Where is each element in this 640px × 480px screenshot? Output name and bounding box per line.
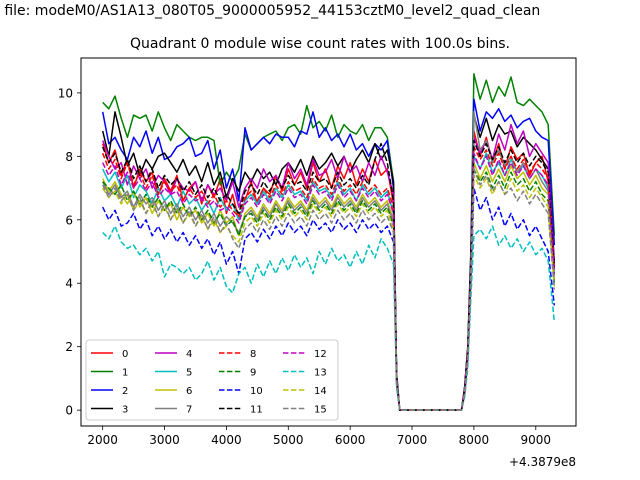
x-tick-label: 4000 <box>211 433 242 447</box>
legend-label-8: 8 <box>250 349 256 360</box>
legend-label-9: 9 <box>250 368 256 379</box>
series-line-7 <box>102 111 556 411</box>
y-axis: 0 2 4 6 8 10 <box>58 86 81 418</box>
chart-title: Quadrant 0 module wise count rates with … <box>130 36 510 52</box>
y-tick-label: 8 <box>65 150 73 164</box>
legend-label-6: 6 <box>186 386 192 397</box>
figure-suptitle: n file: modeM0/AS1A13_080T05_9000005952_… <box>0 3 541 19</box>
series-lines <box>101 73 556 411</box>
legend-label-2: 2 <box>122 386 128 397</box>
legend-label-12: 12 <box>314 349 327 360</box>
series-line-8 <box>102 146 556 411</box>
series-line-1 <box>102 73 556 411</box>
series-line-10 <box>102 187 556 411</box>
series-line-11 <box>101 139 556 411</box>
y-tick-label: 4 <box>65 277 73 291</box>
legend-label-14: 14 <box>314 386 327 397</box>
legend-label-13: 13 <box>314 368 327 379</box>
legend-label-10: 10 <box>250 386 263 397</box>
series-line-2 <box>101 98 556 411</box>
x-tick-label: 8000 <box>459 433 490 447</box>
y-tick-label: 2 <box>65 340 73 354</box>
x-tick-label: 6000 <box>335 433 366 447</box>
legend-label-0: 0 <box>122 349 128 360</box>
series-line-15 <box>102 168 556 411</box>
x-tick-label: 5000 <box>273 433 304 447</box>
legend-label-11: 11 <box>250 405 263 416</box>
legend-label-7: 7 <box>186 405 192 416</box>
x-axis: 2000 3000 4000 5000 6000 7000 8000 9000 <box>87 426 551 447</box>
legend-label-4: 4 <box>186 349 192 360</box>
series-line-12 <box>102 152 556 411</box>
legend-label-15: 15 <box>314 405 327 416</box>
series-line-6 <box>102 161 556 411</box>
x-tick-label: 2000 <box>87 433 118 447</box>
legend-label-3: 3 <box>122 405 128 416</box>
series-line-0 <box>101 130 556 411</box>
series-line-14 <box>102 174 556 411</box>
x-offset-label: +4.3879e8 <box>509 455 576 469</box>
x-tick-label: 9000 <box>521 433 552 447</box>
series-line-13 <box>102 225 556 411</box>
y-tick-label: 0 <box>65 404 73 418</box>
x-tick-label: 3000 <box>149 433 180 447</box>
series-line-3 <box>101 111 556 411</box>
series-line-5 <box>102 152 556 411</box>
legend-box <box>85 339 339 421</box>
legend-label-5: 5 <box>186 368 192 379</box>
y-tick-label: 6 <box>65 213 73 227</box>
y-tick-label: 10 <box>58 86 73 100</box>
legend-label-1: 1 <box>122 368 128 379</box>
axes-frame <box>80 57 577 427</box>
x-tick-label: 7000 <box>397 433 428 447</box>
series-line-9 <box>102 168 556 411</box>
